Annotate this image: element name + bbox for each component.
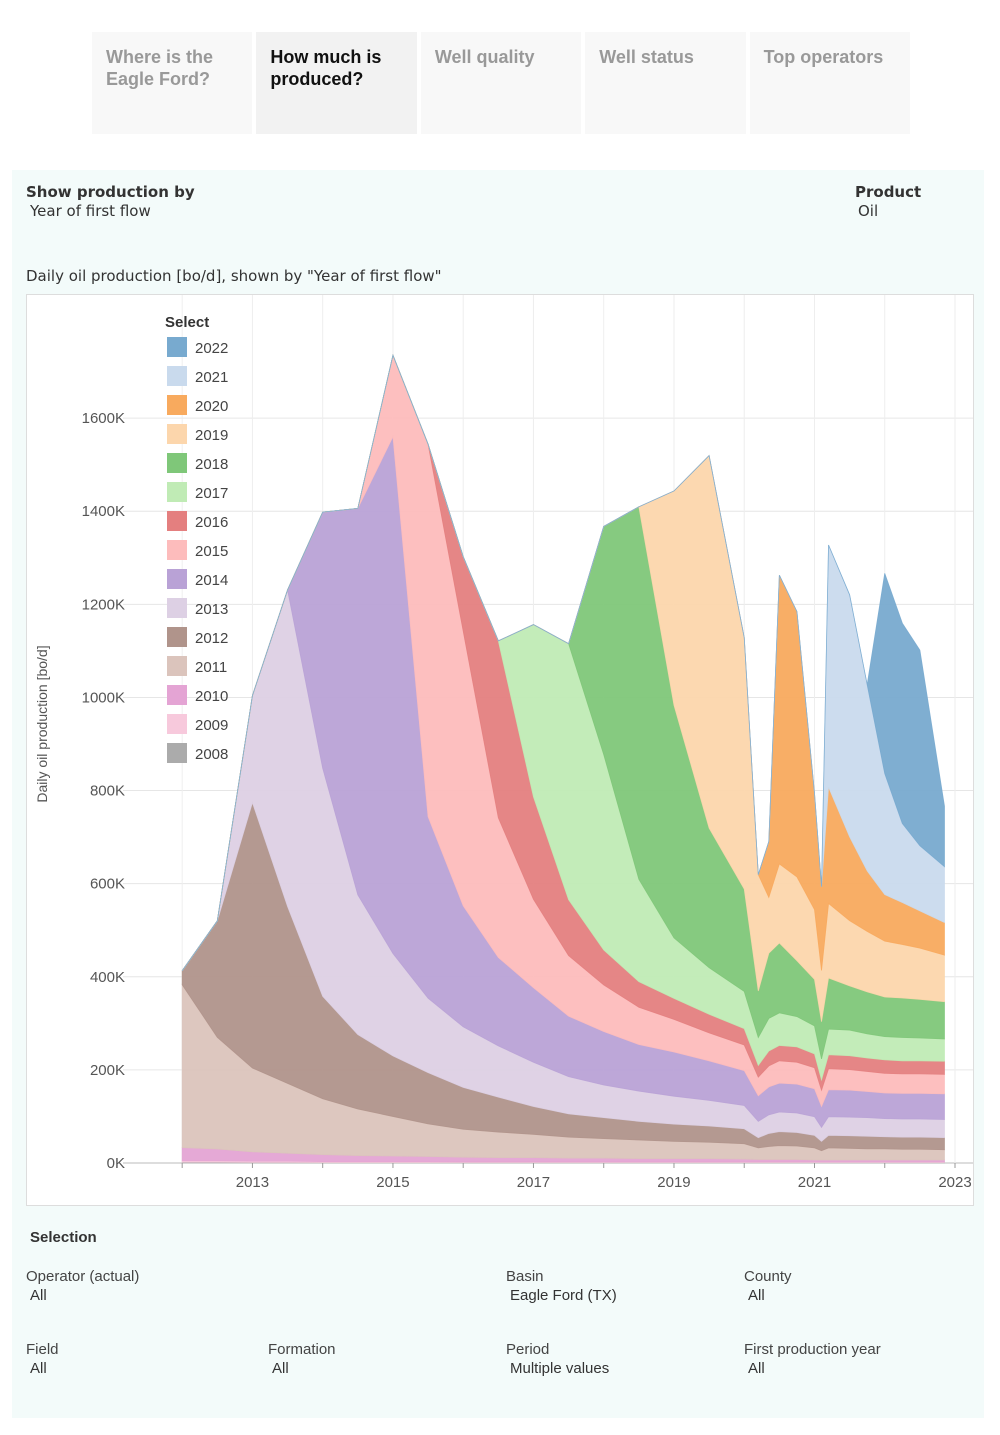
formation-label: Formation bbox=[268, 1341, 336, 1358]
legend-swatch-2010[interactable] bbox=[167, 685, 187, 705]
x-tick-label: 2017 bbox=[517, 1174, 550, 1191]
legend-swatch-2020[interactable] bbox=[167, 395, 187, 415]
tab-where[interactable]: Where is the Eagle Ford? bbox=[92, 32, 253, 134]
legend-label-2011[interactable]: 2011 bbox=[195, 659, 227, 676]
legend-swatch-2021[interactable] bbox=[167, 366, 187, 386]
legend-label-2022[interactable]: 2022 bbox=[195, 340, 228, 357]
chart-title: Daily oil production [bo/d], shown by "Y… bbox=[26, 267, 442, 285]
show-by-dropdown[interactable]: Year of first flow bbox=[30, 202, 151, 220]
legend-swatch-2017[interactable] bbox=[167, 482, 187, 502]
y-axis-title: Daily oil production [bo/d] bbox=[34, 645, 50, 802]
legend-swatch-2011[interactable] bbox=[167, 656, 187, 676]
legend-label-2015[interactable]: 2015 bbox=[195, 543, 228, 560]
legend-label-2013[interactable]: 2013 bbox=[195, 601, 228, 618]
chart-container: 0K 200K 400K 600K 800K 1000K 1200K 1400K 1600K 20… bbox=[26, 294, 974, 1206]
y-tick-label: 400K bbox=[90, 969, 125, 986]
y-tick-label: 200K bbox=[90, 1062, 125, 1079]
legend-swatch-2008[interactable] bbox=[167, 743, 187, 763]
y-tick-label: 0K bbox=[107, 1155, 125, 1172]
x-tick-label: 2021 bbox=[798, 1174, 831, 1191]
production-area-chart[interactable]: 0K 200K 400K 600K 800K 1000K 1200K 1400K 1600K 20… bbox=[27, 295, 973, 1205]
legend-label-2019[interactable]: 2019 bbox=[195, 427, 228, 444]
legend-label-2010[interactable]: 2010 bbox=[195, 688, 228, 705]
legend-label-2020[interactable]: 2020 bbox=[195, 398, 228, 415]
period-label: Period bbox=[506, 1341, 550, 1358]
operator-filter[interactable]: All bbox=[30, 1287, 47, 1304]
formation-filter[interactable]: All bbox=[272, 1360, 289, 1377]
legend-label-2018[interactable]: 2018 bbox=[195, 456, 228, 473]
legend-swatch-2016[interactable] bbox=[167, 511, 187, 531]
legend-label-2017[interactable]: 2017 bbox=[195, 485, 228, 502]
tab-well-status[interactable]: Well status bbox=[585, 32, 746, 134]
legend-swatch-2015[interactable] bbox=[167, 540, 187, 560]
x-tick-label: 2023 bbox=[938, 1174, 971, 1191]
x-tick-label: 2013 bbox=[236, 1174, 269, 1191]
show-by-label: Show production by bbox=[26, 183, 195, 201]
basin-filter[interactable]: Eagle Ford (TX) bbox=[510, 1287, 617, 1304]
x-tick-label: 2015 bbox=[376, 1174, 409, 1191]
product-dropdown[interactable]: Oil bbox=[858, 202, 879, 220]
legend-swatch-2019[interactable] bbox=[167, 424, 187, 444]
legend-swatch-2009[interactable] bbox=[167, 714, 187, 734]
field-label: Field bbox=[26, 1341, 59, 1358]
legend-swatch-2013[interactable] bbox=[167, 598, 187, 618]
y-tick-label: 1200K bbox=[82, 596, 125, 613]
county-label: County bbox=[744, 1268, 792, 1285]
legend-swatch-2014[interactable] bbox=[167, 569, 187, 589]
county-filter[interactable]: All bbox=[748, 1287, 765, 1304]
y-tick-label: 1000K bbox=[82, 689, 125, 706]
area-series-2022[interactable] bbox=[181, 353, 945, 971]
y-tick-label: 600K bbox=[90, 876, 125, 893]
y-tick-label: 800K bbox=[90, 783, 125, 800]
legend-swatch-2022[interactable] bbox=[167, 337, 187, 357]
legend-label-2012[interactable]: 2012 bbox=[195, 630, 228, 647]
legend-swatch-2018[interactable] bbox=[167, 453, 187, 473]
legend-label-2016[interactable]: 2016 bbox=[195, 514, 228, 531]
legend-label-2009[interactable]: 2009 bbox=[195, 717, 228, 734]
y-tick-label: 1600K bbox=[82, 410, 125, 427]
field-filter[interactable]: All bbox=[30, 1360, 47, 1377]
tab-top-operators[interactable]: Top operators bbox=[749, 32, 911, 134]
operator-label: Operator (actual) bbox=[26, 1268, 140, 1285]
legend-label-2008[interactable]: 2008 bbox=[195, 746, 228, 763]
period-filter[interactable]: Multiple values bbox=[510, 1360, 610, 1377]
basin-label: Basin bbox=[506, 1268, 544, 1285]
legend-swatch-2012[interactable] bbox=[167, 627, 187, 647]
product-label: Product bbox=[855, 183, 922, 201]
y-tick-label: 1400K bbox=[82, 503, 125, 520]
first-year-label: First production year bbox=[744, 1341, 881, 1358]
legend-label-2021[interactable]: 2021 bbox=[195, 369, 228, 386]
tab-well-quality[interactable]: Well quality bbox=[420, 32, 582, 134]
first-year-filter[interactable]: All bbox=[748, 1360, 765, 1377]
tab-bar: Where is the Eagle Ford? How much is pro… bbox=[92, 32, 911, 134]
legend-label-2014[interactable]: 2014 bbox=[195, 572, 228, 589]
tab-how-much[interactable]: How much is produced? bbox=[256, 32, 417, 134]
x-tick-label: 2019 bbox=[657, 1174, 690, 1191]
selection-heading: Selection bbox=[30, 1229, 97, 1246]
legend-title: Select bbox=[165, 314, 209, 331]
